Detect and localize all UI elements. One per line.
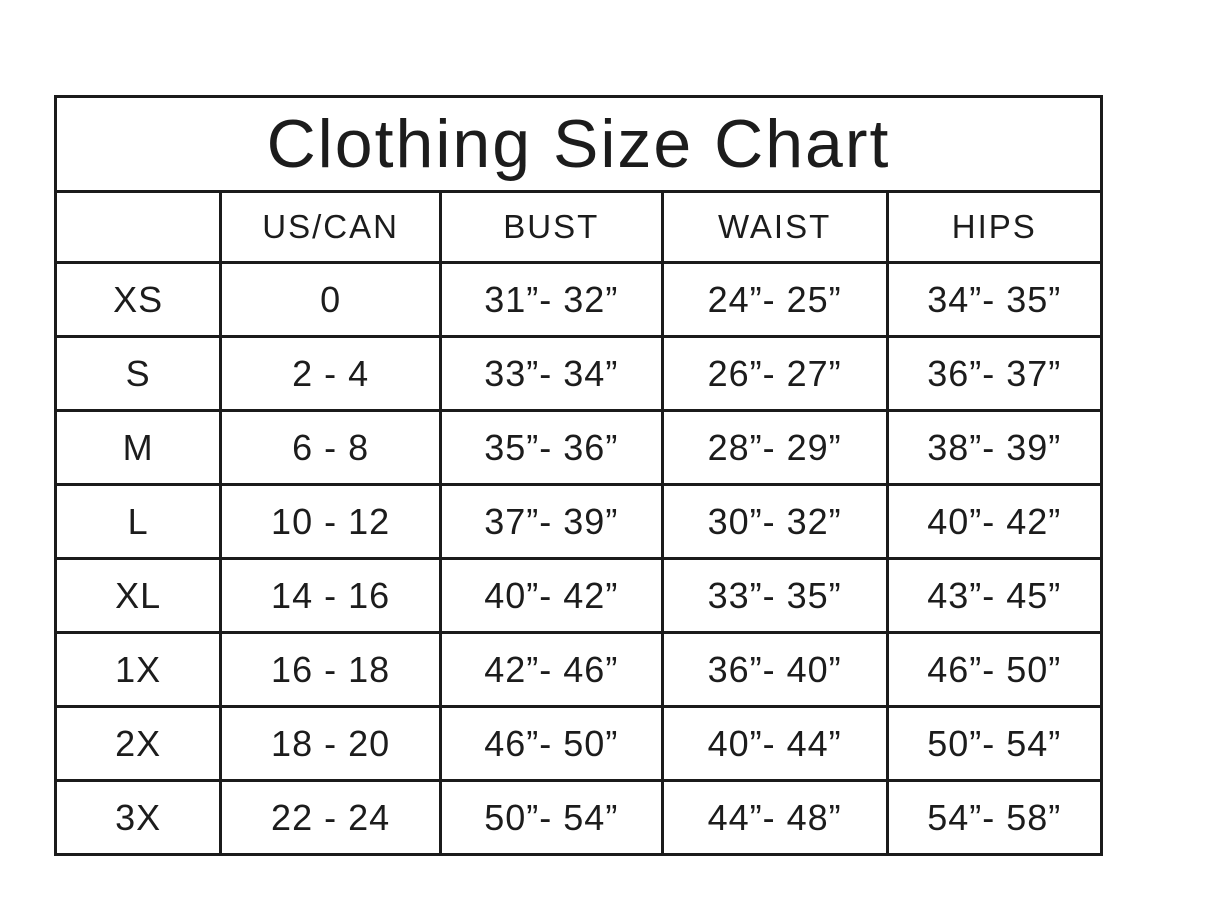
title-row: Clothing Size Chart bbox=[54, 95, 1103, 193]
measurement-cell: 31”- 32” bbox=[438, 261, 664, 338]
table-row: L 10 - 12 37”- 39” 30”- 32” 40”- 42” bbox=[53, 483, 1104, 560]
header-bust: BUST bbox=[438, 190, 664, 264]
size-chart-container: Clothing Size Chart US/CAN BUST WAIST HI… bbox=[53, 95, 1104, 856]
measurement-cell: 34”- 35” bbox=[885, 261, 1104, 338]
chart-title: Clothing Size Chart bbox=[54, 95, 1103, 193]
header-row: US/CAN BUST WAIST HIPS bbox=[53, 190, 1104, 264]
measurement-cell: 40”- 42” bbox=[885, 483, 1104, 560]
table-row: 2X 18 - 20 46”- 50” 40”- 44” 50”- 54” bbox=[53, 705, 1104, 782]
measurement-cell: 38”- 39” bbox=[885, 409, 1104, 486]
header-waist: WAIST bbox=[660, 190, 889, 264]
measurement-cell: 36”- 40” bbox=[660, 631, 889, 708]
measurement-cell: 42”- 46” bbox=[438, 631, 664, 708]
measurement-cell: 40”- 44” bbox=[660, 705, 889, 782]
table-row: 1X 16 - 18 42”- 46” 36”- 40” 46”- 50” bbox=[53, 631, 1104, 708]
measurement-cell: 50”- 54” bbox=[438, 779, 664, 856]
table-row: 3X 22 - 24 50”- 54” 44”- 48” 54”- 58” bbox=[53, 779, 1104, 856]
size-label-cell: L bbox=[53, 483, 223, 560]
measurement-cell: 46”- 50” bbox=[885, 631, 1104, 708]
size-label-cell: XS bbox=[53, 261, 223, 338]
size-table-body: XS 0 31”- 32” 24”- 25” 34”- 35” S 2 - 4 33”- 34… bbox=[53, 261, 1104, 856]
clothing-size-table: Clothing Size Chart US/CAN BUST WAIST HI… bbox=[53, 95, 1104, 856]
measurement-cell: 37”- 39” bbox=[438, 483, 664, 560]
measurement-cell: 40”- 42” bbox=[438, 557, 664, 634]
size-label-cell: 2X bbox=[53, 705, 223, 782]
measurement-cell: 14 - 16 bbox=[219, 557, 442, 634]
size-label-cell: XL bbox=[53, 557, 223, 634]
measurement-cell: 36”- 37” bbox=[885, 335, 1104, 412]
table-row: XS 0 31”- 32” 24”- 25” 34”- 35” bbox=[53, 261, 1104, 338]
measurement-cell: 54”- 58” bbox=[885, 779, 1104, 856]
measurement-cell: 43”- 45” bbox=[885, 557, 1104, 634]
measurement-cell: 46”- 50” bbox=[438, 705, 664, 782]
size-label-cell: 1X bbox=[53, 631, 223, 708]
size-label-cell: 3X bbox=[53, 779, 223, 856]
measurement-cell: 22 - 24 bbox=[219, 779, 442, 856]
table-row: XL 14 - 16 40”- 42” 33”- 35” 43”- 45” bbox=[53, 557, 1104, 634]
measurement-cell: 2 - 4 bbox=[219, 335, 442, 412]
measurement-cell: 33”- 35” bbox=[660, 557, 889, 634]
measurement-cell: 10 - 12 bbox=[219, 483, 442, 560]
measurement-cell: 30”- 32” bbox=[660, 483, 889, 560]
measurement-cell: 28”- 29” bbox=[660, 409, 889, 486]
header-hips: HIPS bbox=[885, 190, 1104, 264]
measurement-cell: 50”- 54” bbox=[885, 705, 1104, 782]
measurement-cell: 24”- 25” bbox=[660, 261, 889, 338]
header-us-can: US/CAN bbox=[219, 190, 442, 264]
measurement-cell: 26”- 27” bbox=[660, 335, 889, 412]
header-blank bbox=[53, 190, 223, 264]
size-label-cell: S bbox=[53, 335, 223, 412]
measurement-cell: 6 - 8 bbox=[219, 409, 442, 486]
measurement-cell: 44”- 48” bbox=[660, 779, 889, 856]
measurement-cell: 35”- 36” bbox=[438, 409, 664, 486]
measurement-cell: 18 - 20 bbox=[219, 705, 442, 782]
measurement-cell: 16 - 18 bbox=[219, 631, 442, 708]
size-label-cell: M bbox=[53, 409, 223, 486]
measurement-cell: 33”- 34” bbox=[438, 335, 664, 412]
measurement-cell: 0 bbox=[219, 261, 442, 338]
